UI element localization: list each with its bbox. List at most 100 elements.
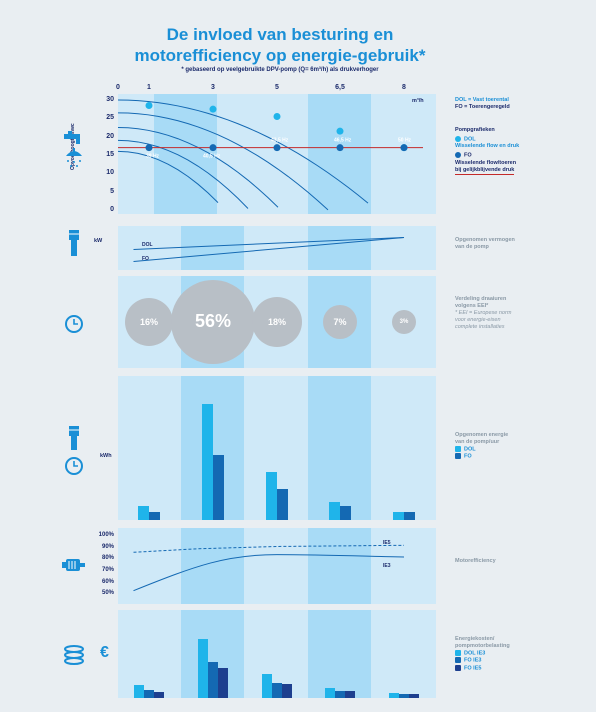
- y-tick-label: 20: [106, 132, 114, 140]
- efficiency-tick-label: 50%: [101, 590, 114, 597]
- cost-panel: [118, 610, 436, 698]
- cost-legend-s1-label: DOL IE3: [464, 650, 486, 657]
- legend-fo-label: FO: [464, 152, 472, 159]
- fo-ie5-swatch: [455, 664, 461, 671]
- y-tick-label: 30: [106, 96, 114, 103]
- legend-fo-desc-1: Wisselende flow/toeren: [455, 159, 517, 166]
- fo-power-line: [133, 237, 405, 262]
- hours-bubble: 3%: [391, 309, 417, 335]
- pump-speed-curve: [117, 99, 369, 204]
- fo-definition: FO = Toerengeregeld: [455, 104, 510, 110]
- power-legend-line-1: Opgenomen vermogen: [455, 237, 515, 243]
- dol-swatch: [455, 446, 461, 452]
- fo-swatch: [455, 453, 461, 460]
- hours-legend: Verdeling draaiuren volgens EEI* * EEI =…: [455, 296, 511, 331]
- pump-speed-curve: [117, 139, 249, 209]
- dol-bar: [266, 471, 277, 520]
- pump-curve-legend-defs: DOL = Vast toerental FO = Toerengeregeld: [455, 97, 510, 111]
- pump-curve-panel: 39 Hz 40,5 Hz 43,5 Hz 46,5 Hz 50 Hz: [117, 94, 436, 214]
- hours-legend-note-2: voor energie-eisen: [455, 317, 501, 323]
- power-unit-label: kW: [94, 238, 103, 244]
- speed-label: 40,5 Hz: [203, 154, 221, 160]
- hours-bubble: 18%: [251, 296, 303, 348]
- title-line-2: motorefficiency op energie-gebruik*: [134, 46, 426, 65]
- title-line-1: De invloed van besturing en: [166, 25, 394, 44]
- energy-legend: Opgenomen energie van de pomp/uur DOL FO: [455, 432, 508, 461]
- energy-legend-line-1: Opgenomen energie: [455, 432, 509, 438]
- dol-power-line: [133, 237, 405, 250]
- fo-point: [336, 144, 344, 152]
- fo-ie3-bar: [272, 683, 282, 698]
- legend-header: Pompgrafieken: [455, 127, 495, 133]
- efficiency-legend: Motorefficiency: [455, 558, 496, 564]
- legend-dol-desc: Wisselende flow en druk: [455, 143, 520, 150]
- legend-fo-desc-2: bij gelijkblijvende druk: [455, 166, 515, 175]
- cost-legend-s2-label: FO IE3: [464, 657, 482, 664]
- power-legend: Opgenomen vermogen van de pomp: [455, 237, 515, 251]
- energy-legend-line-2: van de pomp/uur: [455, 439, 500, 445]
- hours-legend-line-2: volgens EEI*: [455, 303, 489, 309]
- hours-legend-line-1: Verdeling draaiuren: [455, 296, 507, 302]
- fo-bar: [404, 512, 415, 520]
- x-tick-label: 8: [402, 84, 406, 91]
- dol-ie3-bar: [262, 673, 272, 698]
- y-tick-label: 10: [106, 169, 114, 177]
- dol-point: [336, 127, 344, 135]
- dol-ie3-bar: [198, 638, 208, 698]
- efficiency-panel: [118, 528, 436, 604]
- hours-legend-note-1: * EEI = Europese norm: [455, 310, 512, 316]
- x-tick-label: 1: [147, 84, 151, 91]
- fo-ie5-bar: [154, 692, 164, 698]
- y-tick-label: 5: [110, 187, 114, 195]
- dol-ie3-bar: [134, 684, 144, 698]
- y-tick-label: 15: [106, 151, 114, 158]
- speed-label: 50 Hz: [398, 138, 412, 144]
- efficiency-tick-label: 80%: [101, 555, 114, 562]
- energy-legend-dol: DOL: [455, 446, 508, 453]
- hours-legend-note-3: complete installaties: [455, 324, 505, 330]
- ie3-line: [133, 554, 405, 592]
- cost-legend-line-1: Energiekosten/: [455, 636, 495, 642]
- y-tick-label: 25: [106, 114, 114, 122]
- fo-ie5-bar: [409, 694, 419, 698]
- x-tick-label: 3: [211, 84, 215, 91]
- pump-curve-legend: Pompgrafieken DOL Wisselende flow en dru…: [455, 127, 519, 175]
- efficiency-chart: [133, 544, 405, 592]
- dol-bar: [393, 512, 404, 520]
- fo-ie3-bar: [399, 694, 409, 698]
- hours-bubble: 7%: [323, 305, 357, 339]
- energy-legend-dol-label: DOL: [464, 446, 476, 453]
- page-title: De invloed van besturing en motorefficie…: [80, 24, 480, 66]
- energy-legend-fo-label: FO: [464, 453, 472, 460]
- efficiency-tick-label: 90%: [101, 543, 114, 550]
- fo-point: [145, 144, 153, 152]
- ie3-label: IE3: [383, 563, 391, 569]
- cost-legend-s2: FO IE3: [455, 657, 510, 664]
- pump-speed-curve: [117, 127, 279, 208]
- pump-speed-curve: [117, 150, 219, 204]
- fo-ie5-bar: [282, 683, 292, 698]
- pump-speed-curve: [117, 112, 329, 211]
- fo-bar: [149, 512, 160, 520]
- dol-point: [273, 113, 281, 120]
- efficiency-tick-label: 70%: [101, 566, 114, 573]
- power-chart: [133, 237, 405, 262]
- fo-point: [273, 144, 281, 152]
- x-tick-label: 0: [116, 84, 120, 91]
- energy-legend-fo: FO: [455, 453, 508, 460]
- flow-unit-label: m³/h: [412, 98, 424, 104]
- speed-label: 43,5 Hz: [271, 138, 289, 144]
- dol-point: [209, 105, 217, 113]
- fo-ie3-bar: [144, 689, 154, 698]
- dol-bar: [202, 404, 213, 520]
- cost-legend-line-2: pompmotorbelasting: [455, 643, 510, 649]
- dol-ie3-bar: [325, 687, 335, 698]
- fo-ie3-swatch: [455, 657, 461, 664]
- speed-label: 39 Hz: [146, 154, 160, 160]
- power-panel: [118, 226, 436, 270]
- dol-line-label: DOL: [142, 242, 153, 248]
- dol-point: [145, 102, 153, 109]
- fo-bar: [277, 488, 288, 520]
- fo-ie5-bar: [345, 690, 355, 698]
- dol-ie3-swatch: [455, 650, 461, 656]
